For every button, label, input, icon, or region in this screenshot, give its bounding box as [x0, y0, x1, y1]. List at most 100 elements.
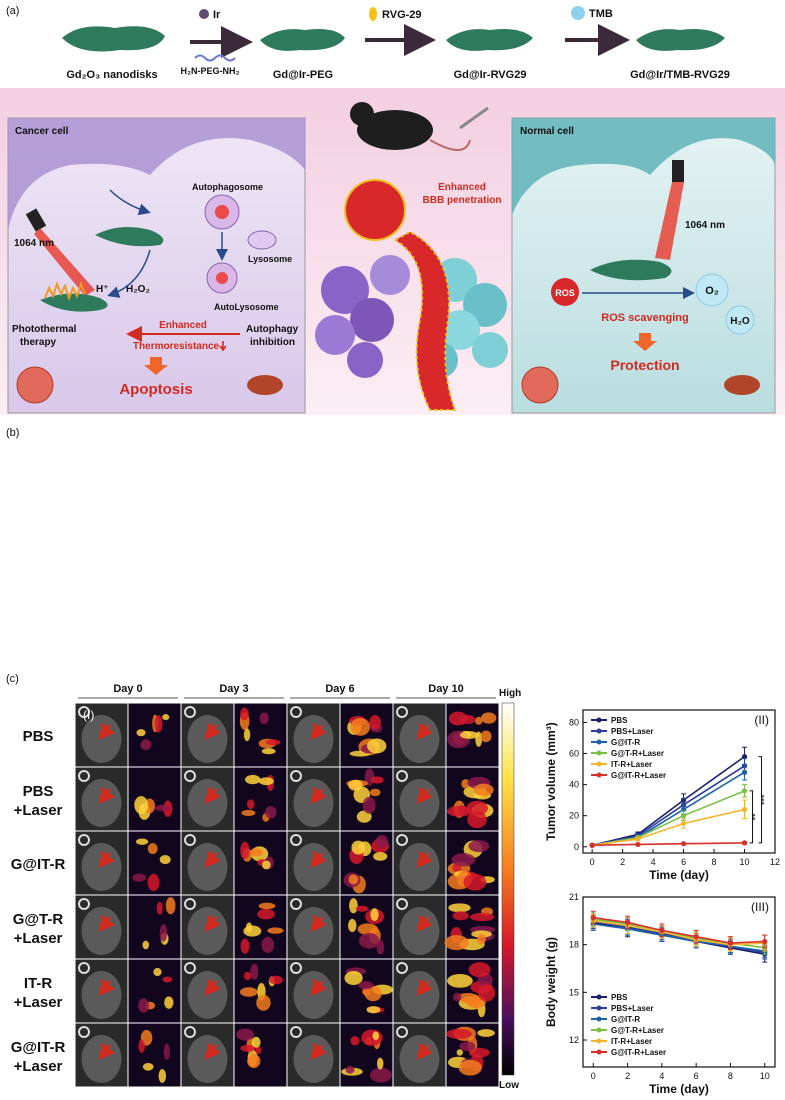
- red-arrow: [204, 722, 221, 741]
- heat-blob: [459, 731, 479, 739]
- point: [693, 934, 699, 940]
- bubble: [695, 273, 729, 307]
- laser-beam: [34, 228, 95, 296]
- nanodisk: [446, 29, 533, 51]
- heat-blob: [265, 739, 281, 746]
- step-label: Gd@Ir/TMB-RVG29: [630, 69, 730, 81]
- heat-blob: [348, 874, 359, 885]
- heat-bg: [127, 1022, 182, 1088]
- x-tick-label: 12: [770, 857, 780, 867]
- x-tick-label: 10: [760, 1071, 770, 1081]
- cell-cluster: [315, 255, 508, 378]
- cancer-cell-panel: Cancer cell 1064 nm H⁺ H₂O₂ Autophagosom…: [7, 117, 306, 414]
- heat-blob: [376, 1057, 384, 1070]
- heat-blob: [480, 730, 492, 743]
- heat-blob: [163, 1043, 170, 1060]
- heat-blob: [369, 714, 381, 730]
- mri-cell: [392, 766, 447, 832]
- legend-marker: [596, 772, 602, 778]
- step-label: Gd@Ir-PEG: [273, 69, 333, 81]
- heat-blob: [165, 897, 176, 915]
- red-arrow: [310, 786, 327, 805]
- blood-vessel: [392, 230, 457, 411]
- heat-blob: [357, 923, 378, 935]
- y-tick-label: 80: [569, 717, 579, 727]
- mri-cell: [286, 958, 341, 1024]
- nanodisk: [40, 293, 108, 312]
- heat-blob: [247, 1054, 261, 1069]
- laser-label: 1064 nm: [14, 238, 54, 249]
- mri-cell: [74, 958, 129, 1024]
- cargo: [216, 272, 228, 284]
- heat-blob: [478, 984, 496, 1002]
- mri-cell: [392, 958, 447, 1024]
- nanodisk: [62, 26, 165, 52]
- series-line: [592, 842, 745, 847]
- heat-blob: [134, 796, 149, 814]
- heat-blob: [452, 911, 469, 921]
- heat-blob: [240, 707, 249, 721]
- marker-ring: [396, 770, 408, 782]
- brain: [293, 1035, 334, 1083]
- point: [727, 940, 734, 946]
- series-line: [593, 920, 765, 946]
- heat-blob: [247, 799, 255, 810]
- mri-cell: [286, 830, 341, 896]
- marker-ring: [396, 898, 408, 910]
- laser-head: [672, 160, 684, 182]
- brain: [187, 1035, 228, 1083]
- marker-ring: [78, 770, 90, 782]
- heat-blob: [362, 987, 371, 996]
- line: PBS: [23, 728, 54, 745]
- brain: [81, 1035, 122, 1083]
- x-tick-label: 6: [694, 1071, 699, 1081]
- heat-blob: [477, 933, 486, 945]
- laser-label: 1064 nm: [685, 220, 725, 231]
- heat-blob: [373, 852, 388, 861]
- brain: [187, 779, 228, 827]
- heat-blob: [463, 873, 487, 891]
- heat-blob: [135, 838, 149, 845]
- outcome: Protection: [610, 357, 679, 373]
- line: PBS: [23, 783, 54, 800]
- mri-cell: [233, 1022, 288, 1088]
- heat-blob: [257, 908, 275, 920]
- marker-ring: [184, 770, 196, 782]
- heat-blob: [366, 1006, 381, 1014]
- group-label: PBS: [23, 728, 54, 745]
- marker-ring: [184, 1026, 196, 1038]
- marker-ring: [290, 706, 302, 718]
- magnified-vessel: [344, 179, 406, 241]
- heat-blob: [259, 712, 269, 725]
- brain: [187, 907, 228, 955]
- step-label: Gd@Ir-RVG29: [454, 69, 527, 81]
- heat-blob: [474, 716, 483, 725]
- brain: [187, 843, 228, 891]
- heat-blob: [240, 938, 250, 954]
- mri-cell: [74, 894, 129, 960]
- legend-label: IT-R+Laser: [611, 1037, 652, 1046]
- legend-marker: [596, 1005, 602, 1011]
- laser-beam: [655, 182, 684, 260]
- rvg-icon: [369, 7, 377, 21]
- point: [624, 919, 631, 926]
- heat-blob: [355, 905, 369, 912]
- panel-label: (c): [6, 673, 19, 685]
- mri-cell: [74, 702, 129, 768]
- heat-blob: [456, 1049, 463, 1056]
- heat-blob: [369, 1067, 392, 1083]
- linker: H₂N-PEG-NH₂: [181, 66, 240, 76]
- tail: [429, 139, 471, 151]
- group-label: IT-R +Laser: [14, 975, 63, 1011]
- down-arrow: [144, 357, 168, 375]
- mri-cell: [180, 702, 235, 768]
- point: [741, 806, 748, 813]
- day-label: Day 6: [325, 683, 354, 695]
- legend-marker: [596, 1016, 602, 1022]
- brain: [399, 1035, 440, 1083]
- mri-cell: [444, 894, 500, 960]
- heat-blob: [154, 715, 163, 733]
- point: [659, 927, 665, 933]
- tmb-icon: [571, 6, 585, 20]
- y-axis-label: Tumor volume (mm³): [544, 722, 558, 840]
